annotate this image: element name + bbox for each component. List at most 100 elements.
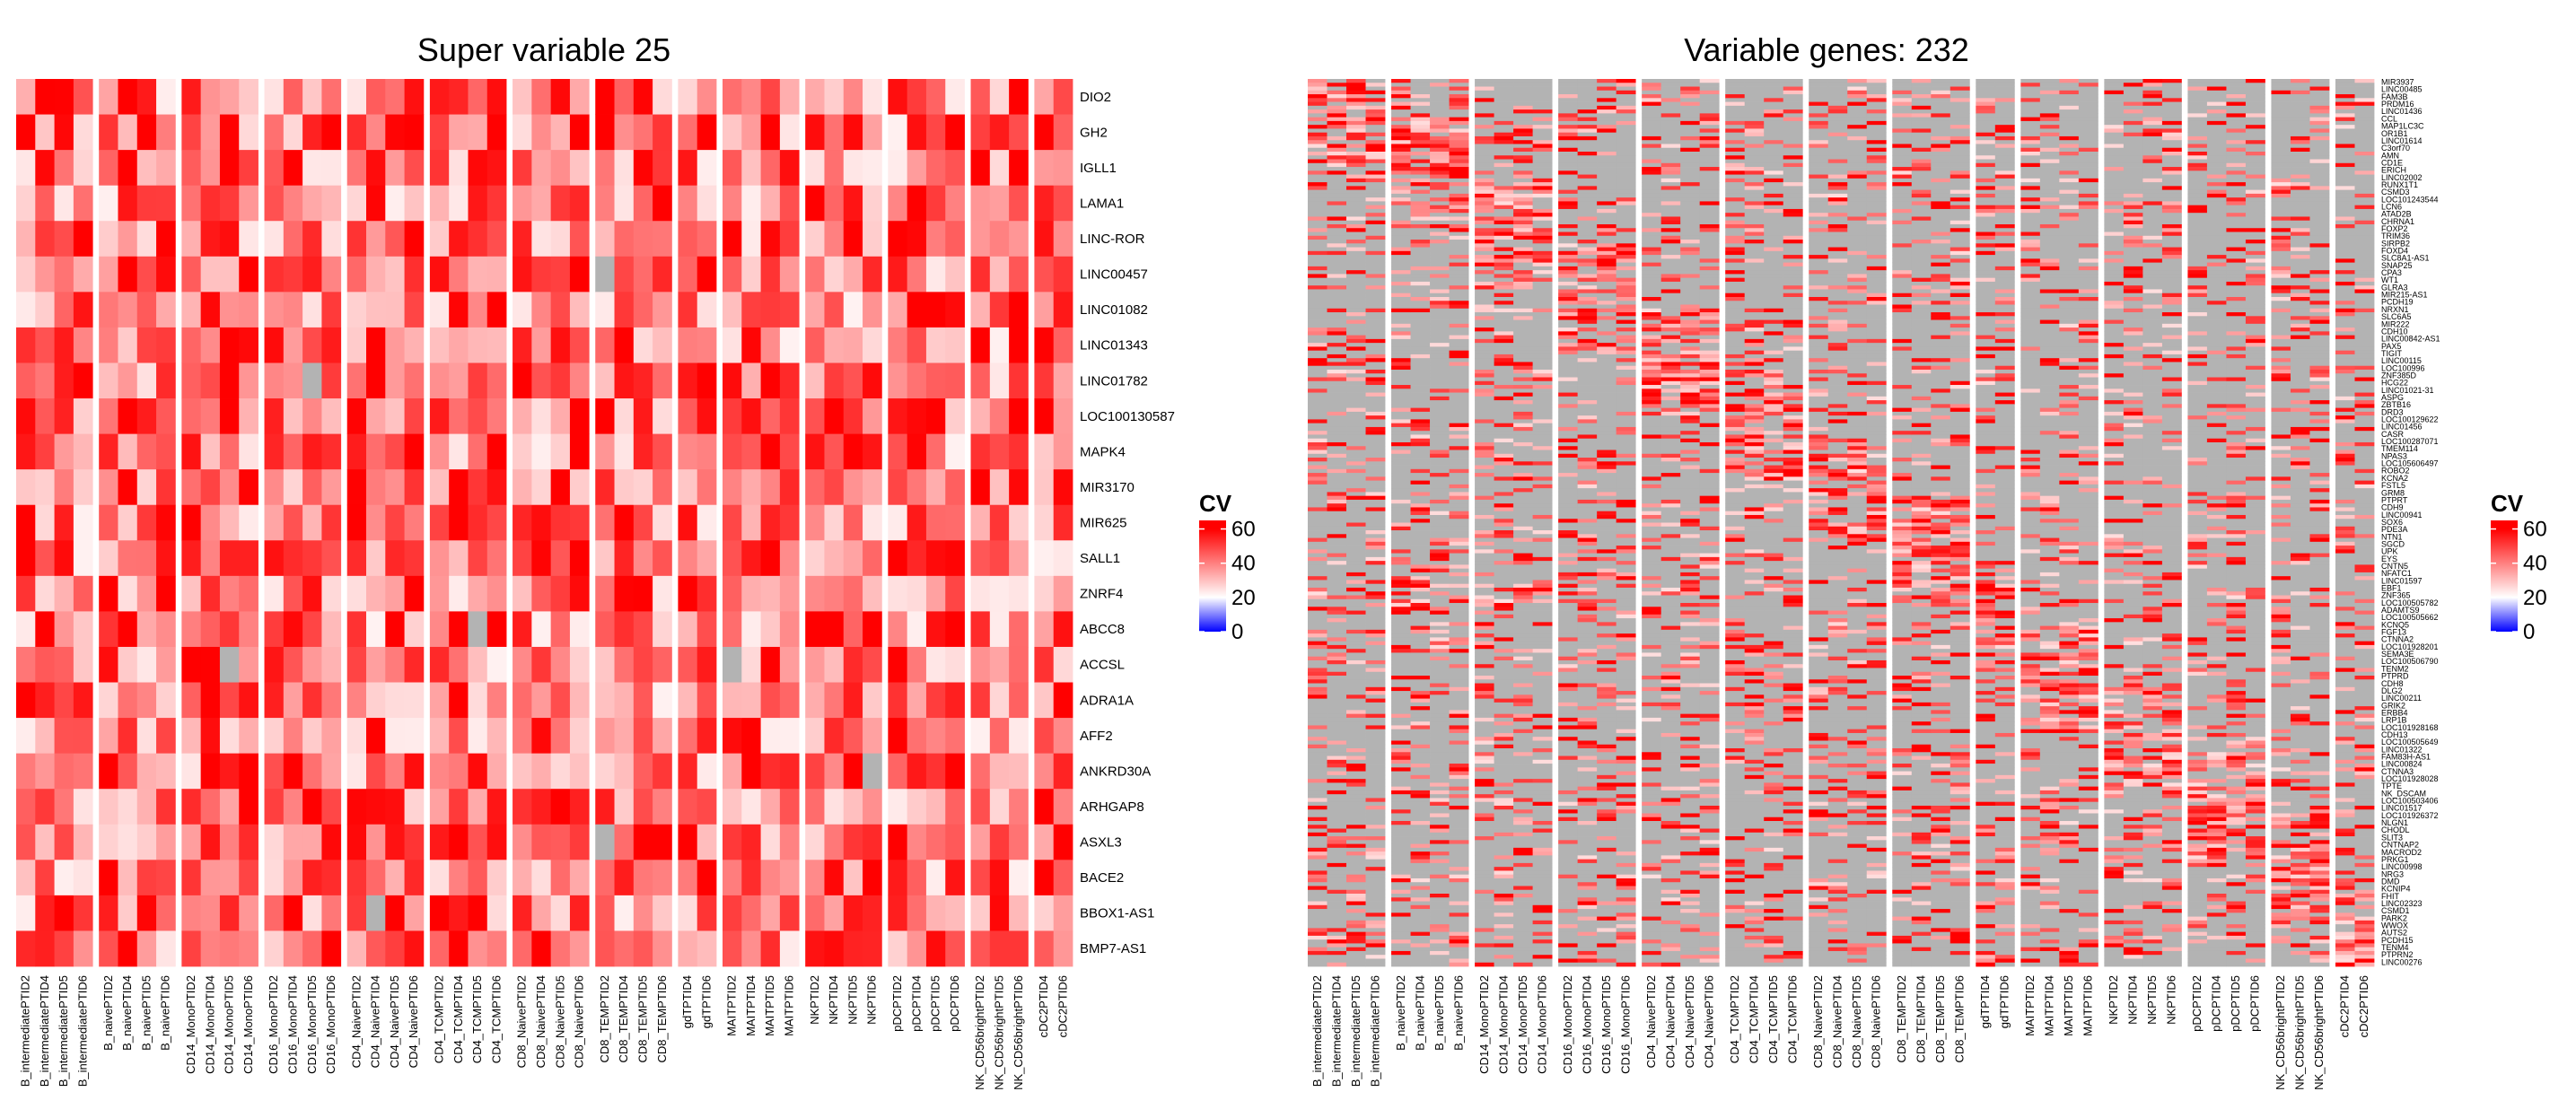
heatmap-cell bbox=[1475, 147, 1494, 153]
heatmap-cell bbox=[1430, 771, 1450, 776]
heatmap-cell bbox=[1494, 721, 1514, 726]
heatmap-cell bbox=[1513, 304, 1534, 310]
heatmap-cell bbox=[1532, 109, 1553, 114]
heatmap-cell bbox=[1430, 197, 1450, 202]
heatmap-cell bbox=[486, 611, 507, 648]
heatmap-cell bbox=[1449, 438, 1469, 443]
heatmap-cell bbox=[1532, 913, 1553, 917]
column-label: NK_CD56brightPTID6 bbox=[1012, 975, 1025, 1090]
heatmap-cell bbox=[1597, 186, 1617, 191]
heatmap-cell bbox=[1449, 813, 1469, 818]
heatmap-cell bbox=[200, 221, 221, 258]
heatmap-cell bbox=[1449, 258, 1469, 264]
heatmap-cell bbox=[1391, 744, 1411, 749]
heatmap-cell bbox=[1449, 228, 1469, 232]
heatmap-cell bbox=[1532, 285, 1553, 290]
heatmap-cell bbox=[1577, 889, 1598, 895]
heatmap-cell bbox=[1616, 365, 1636, 371]
heatmap-cell bbox=[468, 540, 488, 577]
row-label: ANKRD30A bbox=[1080, 764, 1151, 779]
heatmap-cell bbox=[1577, 867, 1598, 871]
heatmap-cell bbox=[1577, 759, 1598, 764]
heatmap-cell bbox=[1410, 274, 1431, 279]
heatmap-cell bbox=[1597, 338, 1617, 344]
heatmap-cell bbox=[1391, 595, 1411, 600]
heatmap-cell bbox=[945, 398, 965, 434]
heatmap-cell bbox=[1558, 694, 1579, 699]
heatmap-cell bbox=[1327, 843, 1347, 849]
heatmap-cell bbox=[1308, 208, 1327, 214]
heatmap-cell bbox=[1308, 962, 1327, 967]
heatmap-cell bbox=[1532, 878, 1553, 883]
heatmap-cell bbox=[1616, 385, 1636, 389]
heatmap-cell bbox=[1346, 825, 1366, 829]
heatmap-cell bbox=[1410, 862, 1431, 868]
heatmap-cell bbox=[1430, 939, 1450, 944]
heatmap-cell bbox=[1308, 691, 1327, 695]
heatmap-cell bbox=[925, 79, 946, 115]
heatmap-cell bbox=[1365, 943, 1386, 948]
heatmap-cell bbox=[863, 469, 882, 506]
heatmap-cell bbox=[1577, 213, 1598, 217]
column-label: CD4_NaivePTID2 bbox=[349, 975, 363, 1068]
heatmap-cell bbox=[1532, 851, 1553, 856]
heatmap-cell bbox=[1449, 511, 1469, 516]
heatmap-cell bbox=[1558, 859, 1579, 864]
heatmap-cell bbox=[1475, 480, 1494, 485]
heatmap-cell bbox=[385, 433, 405, 470]
heatmap-cell bbox=[302, 79, 322, 115]
heatmap-cell bbox=[1327, 132, 1347, 137]
heatmap-cell bbox=[1327, 331, 1347, 336]
heatmap-cell bbox=[385, 930, 405, 967]
heatmap-cell bbox=[723, 114, 742, 151]
heatmap-cell bbox=[723, 789, 742, 825]
heatmap-cell bbox=[989, 611, 1010, 648]
heatmap-cell bbox=[1308, 465, 1327, 470]
heatmap-cell bbox=[1494, 928, 1514, 933]
heatmap-cell bbox=[1430, 522, 1450, 528]
heatmap-cell bbox=[1391, 622, 1411, 626]
heatmap-cell bbox=[653, 753, 672, 790]
heatmap-cell bbox=[1327, 511, 1347, 516]
heatmap-cell bbox=[1365, 178, 1386, 183]
heatmap-cell bbox=[1494, 924, 1514, 929]
heatmap-cell bbox=[1558, 480, 1579, 485]
heatmap-cell bbox=[346, 540, 367, 577]
heatmap-cell bbox=[779, 611, 800, 648]
heatmap-cell bbox=[1346, 901, 1366, 906]
heatmap-cell bbox=[1558, 438, 1579, 443]
heatmap-cell bbox=[1475, 120, 1494, 126]
heatmap-cell bbox=[1346, 652, 1366, 658]
heatmap-cell bbox=[888, 646, 908, 683]
heatmap-cell bbox=[843, 292, 863, 328]
heatmap-cell bbox=[1053, 469, 1073, 506]
heatmap-cell bbox=[1410, 152, 1431, 156]
heatmap-cell bbox=[1410, 610, 1431, 616]
heatmap-cell bbox=[1449, 423, 1469, 428]
heatmap-cell bbox=[723, 327, 742, 363]
heatmap-cell bbox=[1308, 346, 1327, 352]
heatmap-cell bbox=[1410, 935, 1431, 940]
heatmap-cell bbox=[1430, 943, 1450, 948]
heatmap-cell bbox=[1365, 882, 1386, 886]
heatmap-cell bbox=[54, 860, 74, 896]
heatmap-cell bbox=[1430, 847, 1450, 852]
heatmap-cell bbox=[1532, 228, 1553, 232]
heatmap-cell bbox=[1513, 186, 1534, 191]
heatmap-cell bbox=[1597, 526, 1617, 531]
heatmap-cell bbox=[1308, 748, 1327, 753]
heatmap-cell bbox=[1475, 886, 1494, 891]
heatmap-cell bbox=[1053, 79, 1073, 115]
heatmap-cell bbox=[1513, 629, 1534, 634]
heatmap-cell bbox=[1327, 556, 1347, 562]
heatmap-cell bbox=[1346, 274, 1366, 279]
heatmap-cell bbox=[1410, 659, 1431, 665]
heatmap-cell bbox=[1494, 147, 1514, 153]
heatmap-cell bbox=[1513, 94, 1534, 99]
heatmap-cell bbox=[595, 114, 615, 151]
heatmap-cell bbox=[219, 327, 240, 363]
heatmap-cell bbox=[1449, 546, 1469, 550]
heatmap-cell bbox=[945, 860, 965, 896]
heatmap-cell bbox=[1327, 816, 1347, 822]
heatmap-cell bbox=[1475, 935, 1494, 940]
